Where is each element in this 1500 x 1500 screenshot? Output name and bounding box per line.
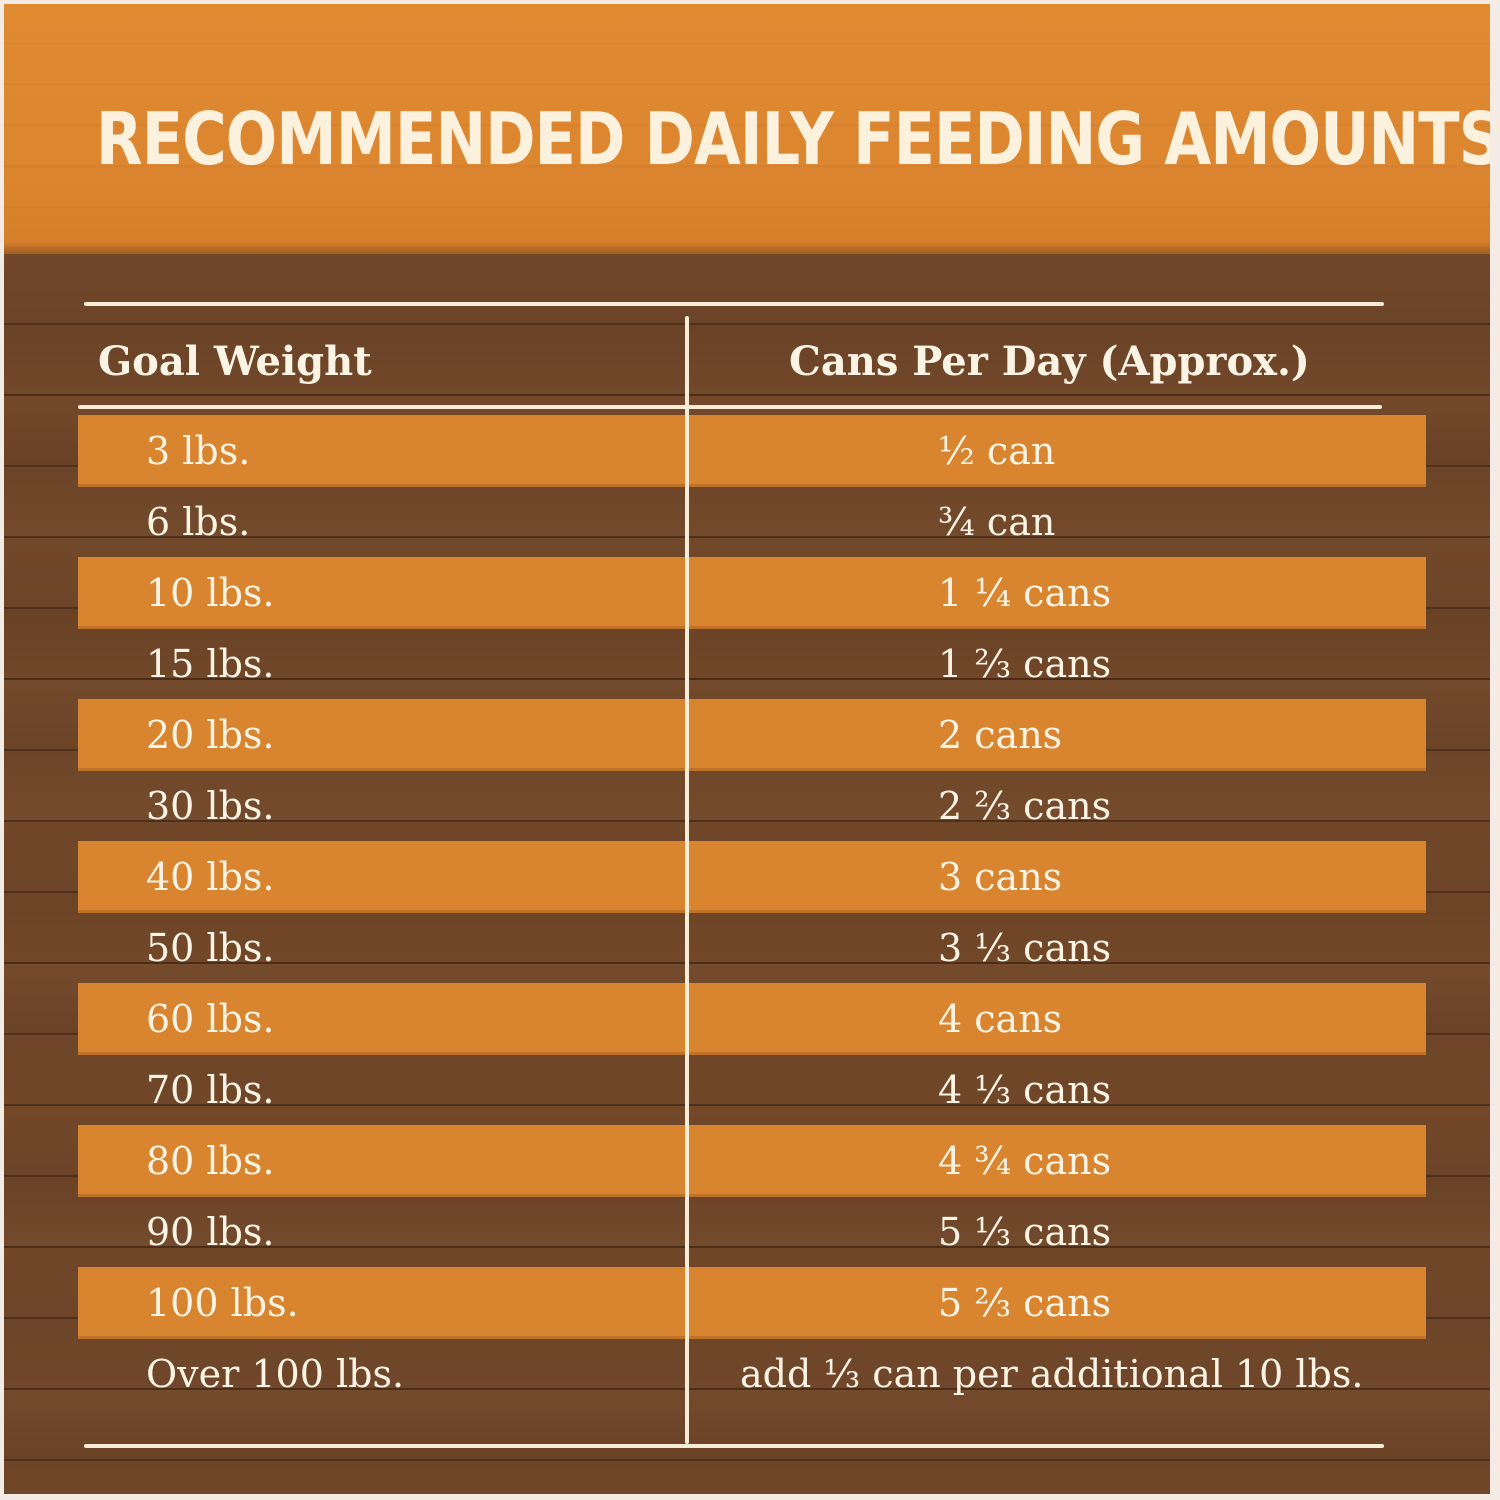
wood-plank bbox=[4, 1390, 1490, 1461]
feeding-table-body: 3 lbs. ½ can 6 lbs. ¾ can 10 lbs. 1 ¼ cans 15 … bbox=[4, 4, 1490, 1494]
cans-per-day-cell: 1 ⅔ cans bbox=[938, 642, 1112, 686]
table-bottom-rule bbox=[84, 1444, 1384, 1448]
table-row: 20 lbs. 2 cans bbox=[78, 699, 1426, 771]
table-row: 10 lbs. 1 ¼ cans bbox=[78, 557, 1426, 629]
goal-weight-cell: 3 lbs. bbox=[146, 429, 251, 473]
cans-per-day-cell: 3 cans bbox=[938, 855, 1063, 899]
goal-weight-cell: 30 lbs. bbox=[146, 784, 275, 828]
goal-weight-cell: 10 lbs. bbox=[146, 571, 275, 615]
cans-per-day-cell: 3 ⅓ cans bbox=[938, 926, 1112, 970]
goal-weight-cell: 90 lbs. bbox=[146, 1210, 275, 1254]
goal-weight-header: Goal Weight bbox=[98, 338, 372, 385]
cans-per-day-cell: 2 ⅔ cans bbox=[938, 784, 1112, 828]
table-row: 40 lbs. 3 cans bbox=[78, 841, 1426, 913]
feeding-chart-board: RECOMMENDED DAILY FEEDING AMOUNTS: Goal … bbox=[4, 4, 1490, 1494]
goal-weight-cell: 60 lbs. bbox=[146, 997, 275, 1041]
table-row: Over 100 lbs. add ⅓ can per additional 10… bbox=[78, 1338, 1426, 1410]
table-row: 3 lbs. ½ can bbox=[78, 415, 1426, 487]
goal-weight-cell: Over 100 lbs. bbox=[146, 1352, 405, 1396]
goal-weight-cell: 15 lbs. bbox=[146, 642, 275, 686]
table-row: 70 lbs. 4 ⅓ cans bbox=[78, 1054, 1426, 1126]
cans-per-day-cell: 5 ⅔ cans bbox=[938, 1281, 1112, 1325]
table-row: 60 lbs. 4 cans bbox=[78, 983, 1426, 1055]
cans-per-day-header: Cans Per Day (Approx.) bbox=[789, 338, 1310, 385]
table-row: 100 lbs. 5 ⅔ cans bbox=[78, 1267, 1426, 1339]
wood-plank bbox=[4, 1461, 1490, 1494]
table-row: 6 lbs. ¾ can bbox=[78, 486, 1426, 558]
header-bottom-rule bbox=[78, 405, 1382, 409]
table-row: 30 lbs. 2 ⅔ cans bbox=[78, 770, 1426, 842]
cans-per-day-cell: 1 ¼ cans bbox=[938, 571, 1112, 615]
goal-weight-cell: 6 lbs. bbox=[146, 500, 251, 544]
cans-per-day-cell: add ⅓ can per additional 10 lbs. bbox=[740, 1352, 1364, 1396]
cans-per-day-cell: 4 ⅓ cans bbox=[938, 1068, 1112, 1112]
cans-per-day-cell: ¾ can bbox=[938, 500, 1056, 544]
goal-weight-cell: 80 lbs. bbox=[146, 1139, 275, 1183]
wood-plank bbox=[4, 254, 1490, 325]
column-divider bbox=[685, 316, 689, 1444]
cans-per-day-cell: 4 ¾ cans bbox=[938, 1139, 1112, 1183]
table-top-rule bbox=[84, 302, 1384, 306]
title-banner: RECOMMENDED DAILY FEEDING AMOUNTS: bbox=[4, 4, 1490, 254]
cans-per-day-cell: 2 cans bbox=[938, 713, 1063, 757]
table-row: 80 lbs. 4 ¾ cans bbox=[78, 1125, 1426, 1197]
table-row: 50 lbs. 3 ⅓ cans bbox=[78, 912, 1426, 984]
table-row: 90 lbs. 5 ⅓ cans bbox=[78, 1196, 1426, 1268]
goal-weight-cell: 100 lbs. bbox=[146, 1281, 299, 1325]
cans-per-day-cell: ½ can bbox=[938, 429, 1056, 473]
cans-per-day-cell: 4 cans bbox=[938, 997, 1063, 1041]
table-row: 15 lbs. 1 ⅔ cans bbox=[78, 628, 1426, 700]
cans-per-day-cell: 5 ⅓ cans bbox=[938, 1210, 1112, 1254]
goal-weight-cell: 20 lbs. bbox=[146, 713, 275, 757]
wood-plank bbox=[4, 325, 1490, 396]
goal-weight-cell: 40 lbs. bbox=[146, 855, 275, 899]
goal-weight-cell: 70 lbs. bbox=[146, 1068, 275, 1112]
goal-weight-cell: 50 lbs. bbox=[146, 926, 275, 970]
